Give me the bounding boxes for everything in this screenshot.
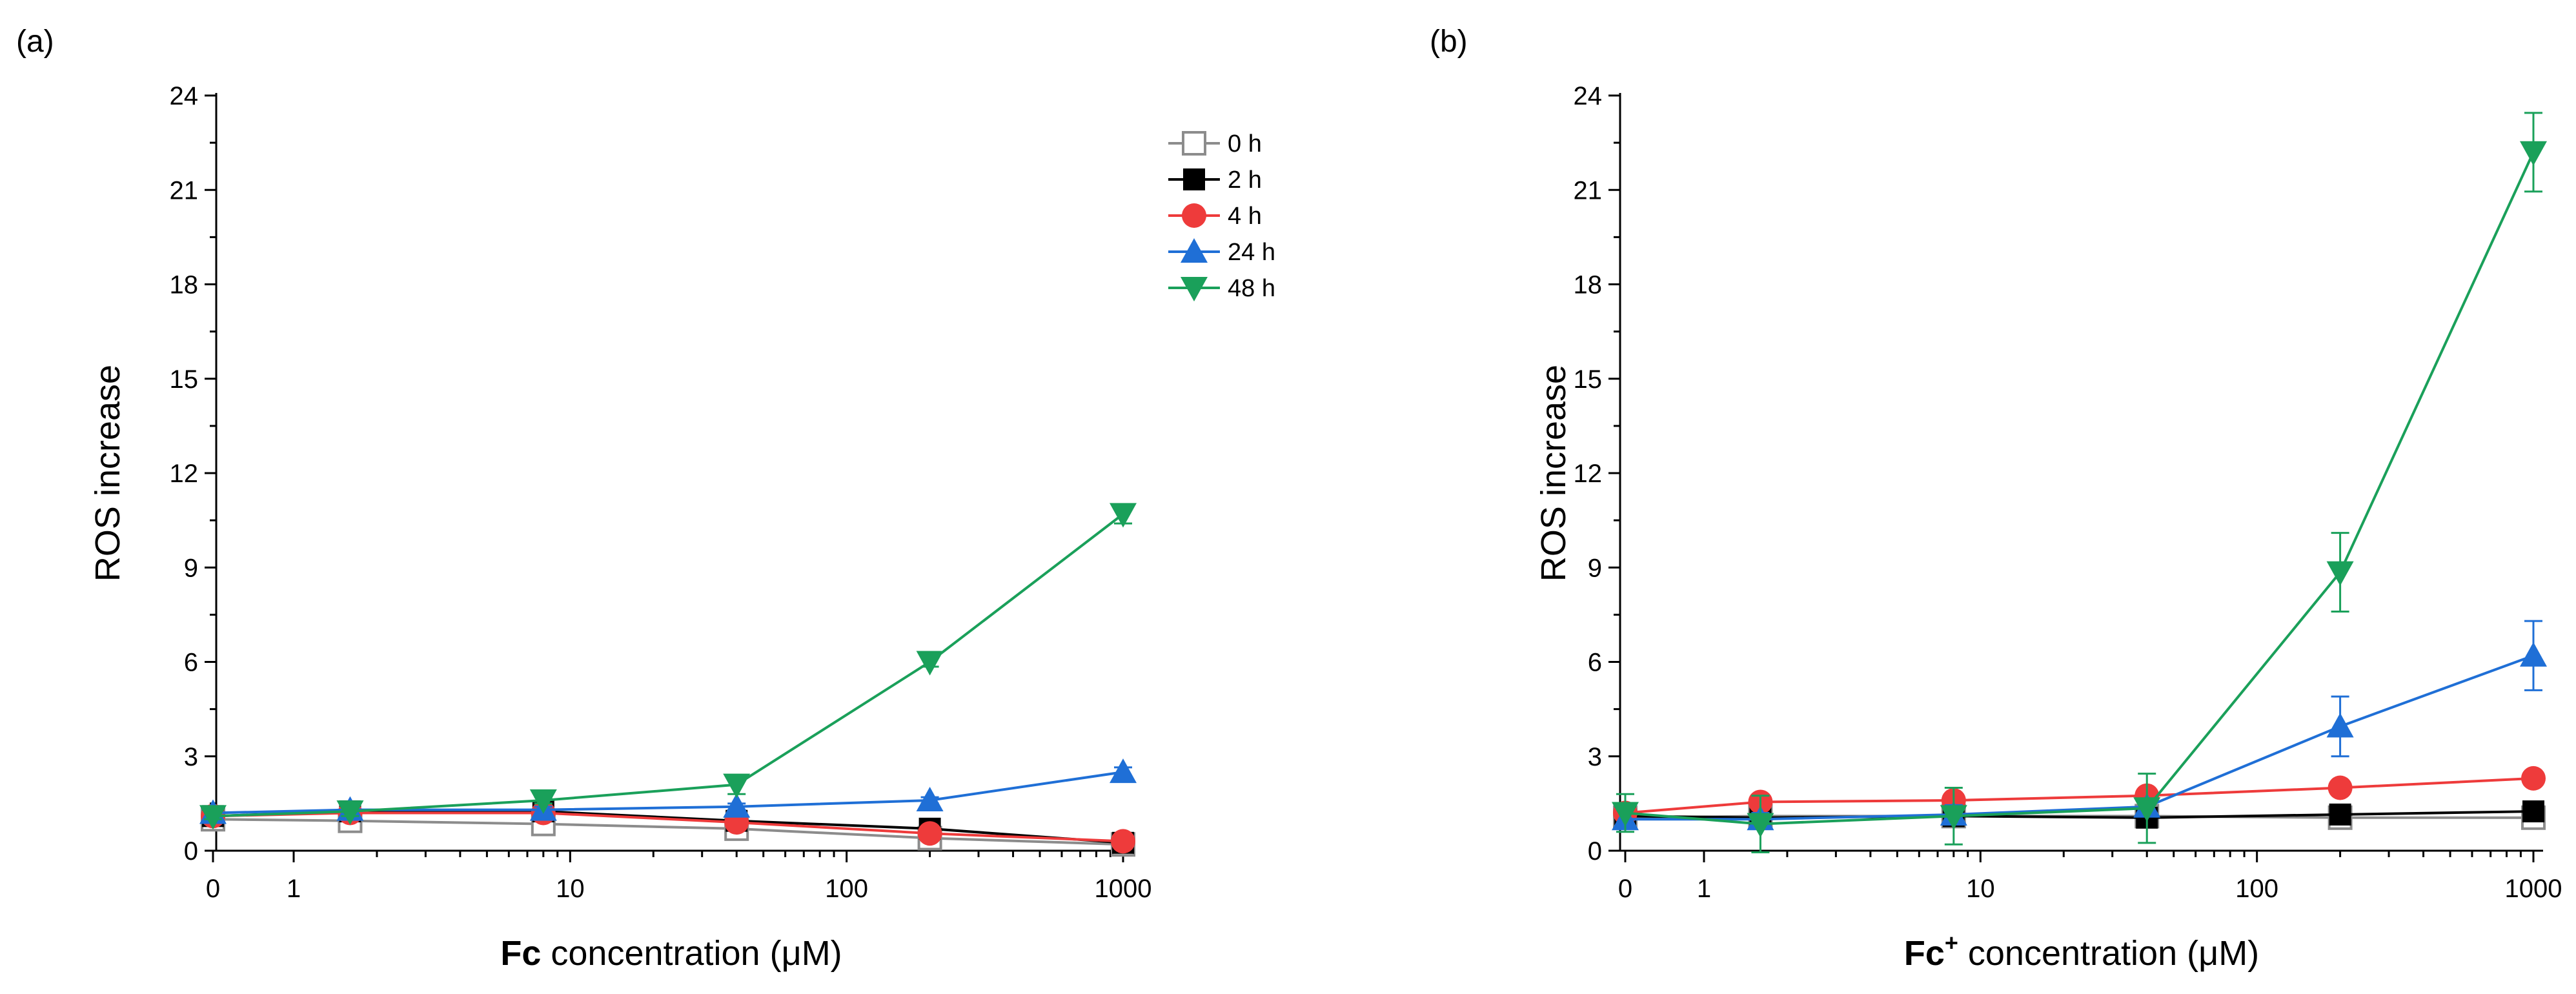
- x-axis-label: Fc+ concentration (μM): [1904, 929, 2259, 973]
- y-tick-label: 24: [1574, 82, 1603, 110]
- legend-marker: [1182, 203, 1206, 228]
- series-line: [212, 818, 1124, 846]
- series-48h: [1612, 112, 2547, 853]
- x-tick-label: 0: [1618, 875, 1632, 903]
- x-tick-label: 1: [1697, 875, 1711, 903]
- y-tick-label: 0: [1588, 837, 1602, 866]
- x-axis-label: Fc concentration (μM): [500, 934, 842, 973]
- y-tick-label: 24: [170, 82, 199, 110]
- series-line: [212, 811, 1124, 843]
- series-line: [1625, 654, 2534, 821]
- y-axis-label: ROS increase: [88, 365, 127, 582]
- data-point: [2133, 797, 2161, 822]
- x-axis-label-rest: concentration (μM): [1958, 934, 2259, 973]
- legend-marker-shape: [1182, 131, 1206, 156]
- y-tick-label: 12: [1574, 460, 1603, 488]
- legend-marker-shape: [1181, 238, 1208, 263]
- x-axis-label-rest: concentration (μM): [541, 934, 842, 973]
- data-point: [2520, 642, 2547, 667]
- legend-marker: [1182, 131, 1206, 156]
- data-point: [336, 800, 364, 826]
- y-tick-label: 6: [184, 649, 198, 677]
- x-tick-label: 0: [206, 875, 220, 903]
- series-line: [1625, 776, 2534, 815]
- y-tick-label: 9: [1588, 554, 1602, 582]
- y-tick-label: 0: [184, 837, 198, 866]
- series-line: [212, 512, 1124, 818]
- data-point: [2326, 561, 2354, 586]
- y-tick-label: 15: [1574, 365, 1603, 394]
- y-tick-label: 3: [1588, 743, 1602, 771]
- series-48h: [199, 503, 1137, 830]
- y-tick-label: 6: [1588, 649, 1602, 677]
- y-tick-label: 12: [170, 460, 199, 488]
- y-tick-label: 21: [170, 176, 199, 205]
- x-tick-label: 1000: [1095, 875, 1152, 903]
- series-line: [1625, 151, 2535, 826]
- x-axis-label-bold: Fc: [500, 934, 541, 973]
- x-tick-label: 100: [825, 875, 868, 903]
- x-tick-label: 1000: [2505, 875, 2562, 903]
- panel-label: (b): [1430, 25, 1468, 59]
- chart-panel-a: (a) 0 3 6 9 12 15 18 21 24 0 1 10 100 1000 ROS increase…: [16, 25, 1275, 973]
- y-tick-label: 21: [1574, 176, 1603, 205]
- data-point: [2522, 800, 2544, 823]
- series-line: [1625, 810, 2534, 819]
- panel-label: (a): [16, 25, 54, 59]
- data-point: [2326, 713, 2354, 738]
- data-point: [2329, 803, 2351, 826]
- data-point: [723, 793, 751, 818]
- series-line: [212, 771, 1124, 815]
- legend-label: 24 h: [1228, 239, 1275, 266]
- y-tick-label: 15: [170, 365, 199, 394]
- legend-marker-shape: [1183, 168, 1205, 190]
- legend-marker: [1181, 277, 1208, 301]
- legend-marker-shape: [1181, 277, 1208, 301]
- data-point: [2328, 775, 2353, 800]
- x-tick-label: 100: [2235, 875, 2278, 903]
- data-point: [529, 789, 557, 814]
- data-point: [1110, 503, 1137, 528]
- x-tick-label: 10: [1966, 875, 1995, 903]
- legend-label: 48 h: [1228, 275, 1275, 302]
- data-point: [917, 821, 942, 846]
- legend-label: 2 h: [1228, 167, 1262, 194]
- legend: 0 h 2 h 4 h 24 h 48 h: [1168, 130, 1275, 302]
- legend-marker: [1183, 168, 1205, 190]
- legend-label: 4 h: [1228, 203, 1262, 230]
- x-tick-label: 10: [556, 875, 585, 903]
- x-tick-label: 1: [287, 875, 301, 903]
- data-point: [1612, 802, 1639, 827]
- y-tick-label: 18: [170, 271, 199, 299]
- data-point: [2520, 141, 2547, 166]
- data-point: [199, 805, 227, 830]
- legend-label: 0 h: [1228, 130, 1262, 157]
- x-axis-label-bold: Fc: [1904, 934, 1945, 973]
- chart-panel-b: (b) 0 3 6 9 12 15 18 21 24 0 1 10 100 1000 ROS increase…: [1430, 25, 2562, 973]
- data-point: [1940, 805, 1967, 830]
- data-point: [1110, 758, 1137, 784]
- data-point: [2521, 766, 2546, 791]
- y-axis-label: ROS increase: [1534, 365, 1573, 582]
- y-tick-label: 18: [1574, 271, 1603, 299]
- x-axis-label-sup: +: [1945, 929, 1958, 956]
- data-point: [916, 651, 944, 676]
- legend-marker: [1181, 238, 1208, 263]
- y-tick-label: 9: [184, 554, 198, 582]
- data-point: [1111, 829, 1135, 854]
- legend-marker-shape: [1182, 203, 1206, 228]
- data-point: [1747, 813, 1774, 838]
- data-point: [916, 787, 944, 811]
- data-point: [723, 773, 751, 798]
- y-tick-label: 3: [184, 743, 198, 771]
